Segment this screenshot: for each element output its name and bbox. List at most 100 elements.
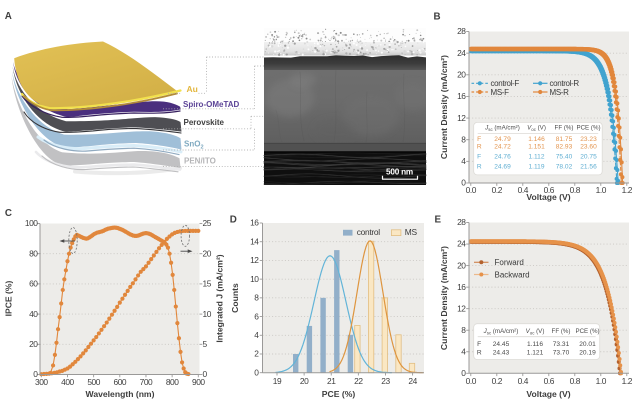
svg-text:24: 24 (457, 48, 466, 58)
svg-text:FF (%): FF (%) (552, 328, 571, 335)
svg-text:4: 4 (461, 346, 466, 356)
svg-text:1.146: 1.146 (528, 136, 545, 143)
svg-text:0.0: 0.0 (466, 185, 477, 195)
svg-text:IPCE (%): IPCE (%) (4, 280, 14, 316)
svg-text:Current Density (mA/cm²): Current Density (mA/cm²) (439, 246, 449, 350)
svg-text:0.6: 0.6 (544, 376, 555, 386)
svg-text:D: D (230, 215, 237, 226)
svg-text:300: 300 (35, 377, 48, 387)
svg-text:1.119: 1.119 (528, 163, 544, 170)
svg-text:Jsc (mA/cm²): Jsc (mA/cm²) (483, 328, 519, 336)
svg-text:28: 28 (457, 26, 466, 36)
svg-text:24: 24 (408, 376, 417, 386)
svg-text:25: 25 (203, 218, 212, 228)
svg-text:23: 23 (381, 376, 390, 386)
svg-text:500: 500 (87, 377, 100, 387)
svg-text:A: A (5, 11, 12, 22)
svg-text:PCE (%): PCE (%) (322, 389, 356, 399)
svg-text:Voc (V): Voc (V) (527, 125, 546, 133)
svg-text:60: 60 (29, 279, 38, 289)
svg-text:81.75: 81.75 (556, 136, 573, 143)
svg-text:2: 2 (254, 349, 259, 359)
svg-text:0.4: 0.4 (518, 185, 529, 195)
svg-text:73.31: 73.31 (553, 341, 570, 348)
svg-text:B: B (434, 11, 441, 22)
svg-text:PCE (%): PCE (%) (576, 125, 600, 132)
svg-text:F: F (477, 136, 481, 143)
svg-text:0.6: 0.6 (544, 185, 555, 195)
svg-text:SnO2: SnO2 (184, 140, 204, 151)
svg-text:8: 8 (254, 293, 259, 303)
svg-text:22: 22 (354, 376, 363, 386)
svg-text:0.4: 0.4 (518, 376, 529, 386)
svg-text:PEN/ITO: PEN/ITO (184, 157, 216, 166)
svg-text:Voltage (V): Voltage (V) (526, 192, 570, 202)
svg-text:800: 800 (166, 377, 179, 387)
svg-text:24.43: 24.43 (493, 350, 510, 357)
svg-text:1.2: 1.2 (622, 185, 633, 195)
svg-text:14: 14 (250, 236, 259, 246)
svg-text:5: 5 (203, 339, 208, 349)
svg-text:0.2: 0.2 (492, 376, 503, 386)
svg-text:Voc (V): Voc (V) (526, 328, 545, 336)
svg-text:0: 0 (203, 369, 208, 379)
svg-text:19: 19 (273, 376, 282, 386)
svg-text:Jsc (mA/cm²): Jsc (mA/cm²) (484, 125, 520, 133)
svg-text:20.19: 20.19 (579, 350, 596, 357)
svg-text:R: R (477, 144, 482, 151)
svg-text:MS-R: MS-R (550, 88, 570, 97)
svg-text:82.93: 82.93 (556, 144, 573, 151)
svg-text:700: 700 (140, 377, 153, 387)
svg-text:FF (%): FF (%) (555, 125, 574, 132)
svg-text:MS: MS (405, 227, 418, 237)
svg-text:600: 600 (113, 377, 126, 387)
svg-text:1.112: 1.112 (528, 153, 544, 160)
svg-text:4: 4 (461, 156, 466, 166)
svg-text:24: 24 (457, 239, 466, 249)
svg-text:Forward: Forward (495, 258, 524, 267)
svg-text:Counts: Counts (230, 283, 240, 313)
svg-text:Voltage (V): Voltage (V) (526, 389, 570, 399)
svg-text:23.23: 23.23 (580, 136, 597, 143)
svg-text:100: 100 (25, 218, 38, 228)
svg-text:80: 80 (29, 248, 38, 258)
svg-text:15: 15 (203, 279, 212, 289)
svg-text:12: 12 (250, 255, 259, 265)
svg-text:24.45: 24.45 (493, 341, 510, 348)
svg-text:21: 21 (327, 376, 336, 386)
svg-text:R: R (477, 163, 482, 170)
svg-text:F: F (477, 153, 481, 160)
svg-text:control-F: control-F (491, 79, 520, 88)
svg-text:1.121: 1.121 (527, 350, 544, 357)
svg-text:20: 20 (203, 248, 212, 258)
svg-text:4: 4 (254, 330, 259, 340)
svg-text:12: 12 (457, 113, 466, 123)
svg-text:20: 20 (457, 260, 466, 270)
svg-text:24.79: 24.79 (494, 136, 511, 143)
svg-text:20: 20 (457, 69, 466, 79)
svg-text:0: 0 (461, 178, 466, 188)
svg-text:1.2: 1.2 (622, 376, 633, 386)
svg-text:control: control (357, 227, 380, 237)
svg-text:28: 28 (457, 217, 466, 227)
svg-text:20.01: 20.01 (579, 341, 596, 348)
svg-text:400: 400 (61, 377, 74, 387)
svg-text:75.40: 75.40 (556, 153, 573, 160)
svg-text:73.70: 73.70 (553, 350, 570, 357)
svg-text:10: 10 (250, 274, 259, 284)
svg-text:78.02: 78.02 (556, 163, 573, 170)
svg-text:1.116: 1.116 (527, 341, 543, 348)
svg-text:R: R (477, 350, 482, 357)
svg-text:16: 16 (457, 282, 466, 292)
svg-text:0: 0 (33, 369, 38, 379)
svg-text:Spiro-OMeTAD: Spiro-OMeTAD (183, 100, 240, 109)
svg-text:10: 10 (203, 309, 212, 319)
svg-text:20.75: 20.75 (580, 153, 597, 160)
svg-text:900: 900 (192, 377, 205, 387)
svg-text:0: 0 (254, 367, 259, 377)
svg-text:F: F (477, 341, 481, 348)
svg-text:8: 8 (461, 325, 466, 335)
svg-text:8: 8 (461, 134, 466, 144)
svg-text:6: 6 (254, 311, 259, 321)
svg-text:21.56: 21.56 (580, 163, 597, 170)
